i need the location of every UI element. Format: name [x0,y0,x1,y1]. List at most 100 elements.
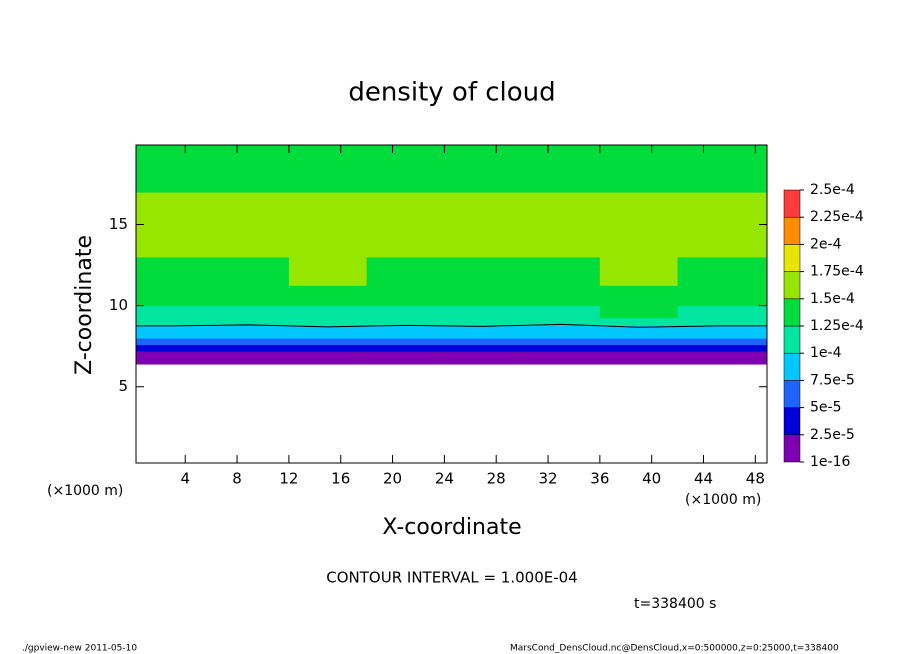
cell [288,325,368,333]
cell [288,317,368,326]
cell [136,305,212,319]
cell [444,145,523,165]
colorbar-label: 1.5e-4 [810,291,855,307]
time-label: t=338400 s [634,596,716,612]
cell [677,145,768,165]
cell [522,351,601,359]
cell [366,256,445,286]
colorbar-label: 5e-5 [810,400,841,416]
cell [288,163,368,193]
cell [677,163,768,193]
colorbar-box [783,352,801,381]
colorbar-box [783,325,801,354]
cell [599,192,679,225]
cell [522,344,601,352]
cell [136,338,212,346]
cell [677,256,768,286]
colorbar-box [783,244,801,272]
cell [599,344,679,352]
x-tick-label: 16 [331,470,350,488]
y-tick-label: 15 [109,215,128,233]
cell [211,163,290,193]
cell [444,305,523,319]
cell [211,224,290,258]
cell [366,285,445,307]
cell [522,338,601,346]
cell [444,351,523,359]
colorbar-label: 2e-4 [810,236,842,252]
cell [599,357,679,365]
cell [288,351,368,359]
footer-right: MarsCond_DensCloud.nc@DensCloud,x=0:5000… [510,644,839,654]
cell [136,163,212,193]
cell [366,145,445,165]
cell [599,331,679,339]
x-tick-label: 32 [538,470,557,488]
cell [211,145,290,165]
cell [366,344,445,352]
cell [677,338,768,346]
cell [136,317,212,326]
cell [211,338,290,346]
cell [366,163,445,193]
cell [522,256,601,286]
cell [136,351,212,359]
cell [444,163,523,193]
cell [444,317,523,326]
colorbar-box [783,380,801,408]
cell [211,305,290,319]
colorbar-box [783,216,801,245]
cell [211,351,290,359]
cell [599,145,679,165]
cell [211,192,290,225]
cell [211,344,290,352]
cell [522,192,601,225]
cell [444,192,523,225]
cell [677,305,768,319]
cell [366,357,445,365]
cell [136,325,212,333]
cell [136,145,212,165]
cell [136,285,212,307]
cell [522,163,601,193]
y-tick-label: 5 [118,377,128,395]
cell [136,344,212,352]
footer-left: ./gpview-new 2011-05-10 [22,644,137,654]
cell [366,224,445,258]
cell [136,224,212,258]
cell [599,163,679,193]
x-axis-label: X-coordinate [382,515,521,540]
colorbar-label: 2.25e-4 [810,209,864,225]
cell [677,331,768,339]
colorbar-label: 1.25e-4 [810,318,864,334]
cell [211,285,290,307]
colorbar-label: 1.75e-4 [810,264,864,280]
cell [599,256,679,286]
colorbar-box [783,298,801,327]
cell [444,256,523,286]
x-unit-right: (×1000 m) [685,492,761,508]
cell [288,338,368,346]
cell [522,317,601,326]
colorbar-label: 1e-16 [810,454,850,470]
cell [677,224,768,258]
cell [366,317,445,326]
cell [599,305,679,319]
x-tick-label: 40 [642,470,661,488]
y-tick-label: 10 [109,296,128,314]
cell [522,224,601,258]
cell [288,305,368,319]
cell [288,357,368,365]
cell [366,192,445,225]
cell [677,325,768,333]
cell [522,285,601,307]
chart-title: density of cloud [348,78,555,108]
cell [444,357,523,365]
cell [211,325,290,333]
y-axis-label: Z-coordinate [72,235,97,375]
colorbar-box [783,434,801,463]
x-unit-left: (×1000 m) [47,483,123,499]
cell [211,331,290,339]
x-tick-label: 48 [746,470,765,488]
colorbar-box [783,189,801,218]
